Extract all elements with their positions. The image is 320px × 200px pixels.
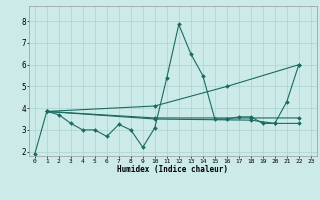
X-axis label: Humidex (Indice chaleur): Humidex (Indice chaleur) <box>117 165 228 174</box>
